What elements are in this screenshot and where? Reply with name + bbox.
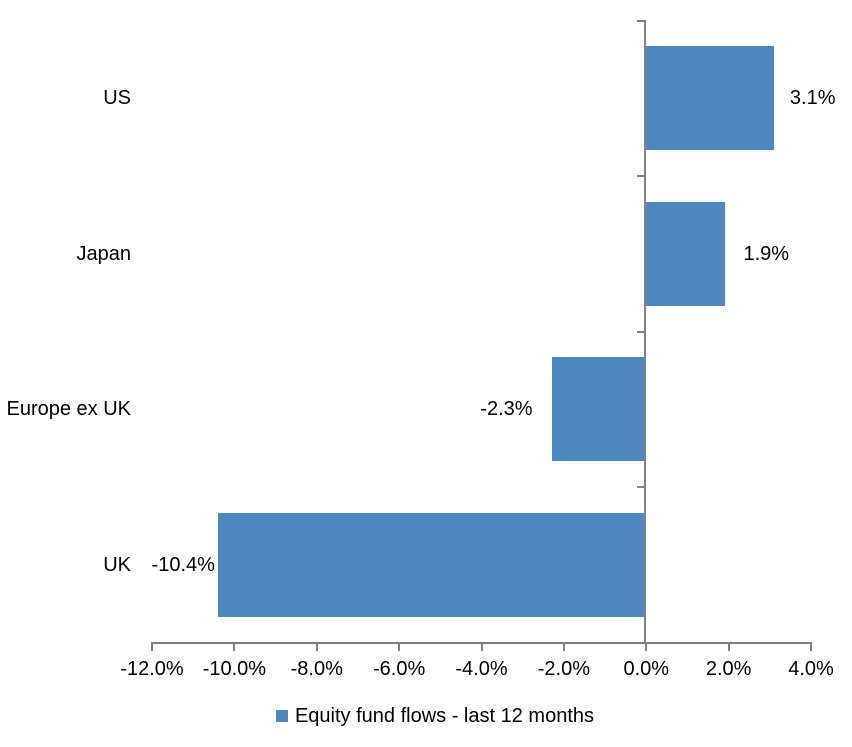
legend: Equity fund flows - last 12 months <box>0 703 852 729</box>
x-axis-line <box>151 642 812 644</box>
category-label-japan: Japan <box>76 242 132 265</box>
category-label-uk: UK <box>103 554 131 577</box>
x-axis-tick <box>151 644 153 651</box>
x-axis-tick <box>727 644 730 651</box>
x-axis-tick-label: -6.0% <box>373 658 426 680</box>
x-axis-tick <box>398 644 401 651</box>
x-axis-tick <box>562 644 565 651</box>
bar-europe-ex-uk <box>551 357 647 462</box>
data-label-uk: -10.4% <box>151 554 215 577</box>
x-axis-tick-label: -12.0% <box>120 658 184 680</box>
data-label-japan: 1.9% <box>743 242 790 265</box>
legend-swatch <box>275 710 288 722</box>
y-axis-tick <box>637 486 645 489</box>
x-axis-tick <box>810 644 812 651</box>
y-axis-tick <box>637 174 645 177</box>
x-axis-tick-label: -4.0% <box>455 658 508 680</box>
x-axis-tick-label: -8.0% <box>290 658 343 680</box>
y-axis-tick <box>637 330 645 333</box>
x-axis-tick-label: -10.0% <box>202 658 267 680</box>
y-axis-tick <box>637 20 645 22</box>
x-axis-tick-label: 2.0% <box>705 658 752 680</box>
data-label-us: 3.1% <box>789 86 836 109</box>
category-label-europe-ex-uk: Europe ex UK <box>6 398 131 421</box>
category-label-us: US <box>103 86 131 109</box>
bar-us <box>646 45 774 150</box>
data-label-europe-ex-uk: -2.3% <box>480 398 533 421</box>
x-axis-tick <box>645 644 648 651</box>
x-axis-tick-label: -2.0% <box>537 658 590 680</box>
x-axis-tick-label: 0.0% <box>623 658 670 680</box>
y-axis-line <box>644 20 647 643</box>
legend-label: Equity fund flows - last 12 months <box>294 705 595 727</box>
bar-uk <box>217 513 647 618</box>
x-axis-tick <box>315 644 318 651</box>
x-axis-tick <box>480 644 483 651</box>
x-axis-tick <box>233 644 236 651</box>
bar-japan <box>646 201 725 306</box>
x-axis-tick-label: 4.0% <box>788 658 834 680</box>
